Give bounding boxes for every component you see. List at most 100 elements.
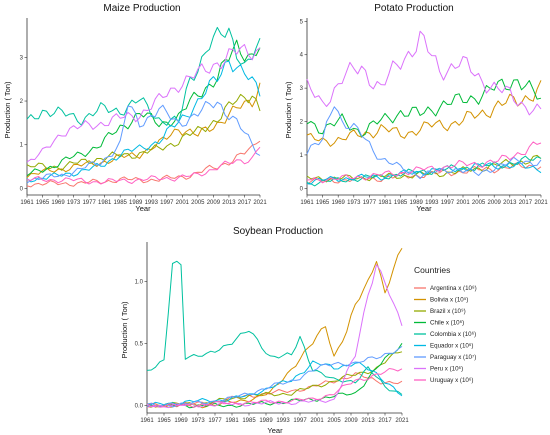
x-tick-label: 1973 [347,200,361,206]
legend-label: Bolivia x (10⁵) [430,297,468,304]
x-tick-label: 2017 [519,200,533,206]
x-tick-label: 1981 [378,200,392,206]
x-tick-label: 2017 [378,418,392,424]
panel-1: 1961 1965 1969 1973 1977 1981 1985 1989 1993 1997… [300,18,548,206]
x-tick-label: 1977 [82,200,96,206]
y-tick-label: 5 [300,19,304,25]
series-line-6 [306,106,542,180]
x-tick-label: 2009 [207,200,221,206]
x-tick-label: 1969 [174,418,188,424]
series-line-5 [306,161,542,185]
potato-title: Potato Production [374,3,454,14]
plot-layer: 1961 1965 1969 1973 1977 1981 1985 1989 1993 1997… [20,18,548,424]
x-tick-label: 1977 [208,418,222,424]
legend-label: Brazil x (10⁹) [430,308,466,315]
x-tick-label: 1981 [225,418,239,424]
y-tick-label: 3 [300,86,304,92]
x-tick-label: 1993 [145,200,159,206]
series-line-2 [146,351,403,408]
series-line-7 [306,30,542,116]
legend-title: Countries [414,265,450,275]
legend-label: Paraguay x (10⁷) [430,354,476,361]
x-tick-label: 1961 [140,418,154,424]
x-tick-label: 1997 [160,200,174,206]
x-tick-label: 2001 [310,418,324,424]
legend-label: Chile x (10⁶) [430,320,464,327]
soybean-title: Soybean Production [233,226,323,237]
series-line-1 [26,82,261,179]
y-tick-label: 3 [20,55,24,61]
x-tick-label: 2005 [191,200,205,206]
potato-xlabel: Year [416,204,432,213]
maize-xlabel: Year [135,204,151,213]
x-tick-label: 2009 [344,418,358,424]
legend-label: Peru x (10⁶) [430,366,463,373]
panel-0: 1961 1965 1969 1973 1977 1981 1985 1989 1993 1997… [20,18,267,206]
x-tick-label: 2021 [395,418,409,424]
x-tick-label: 1973 [67,200,81,206]
potato-ylabel: Production ( Ton) [284,81,293,138]
x-tick-label: 2005 [327,418,341,424]
x-tick-label: 1993 [276,418,290,424]
series-line-8 [146,368,403,408]
maize-ylabel: Production ( Ton) [3,81,12,138]
soybean-xlabel: Year [267,426,283,435]
soybean-ylabel: Production ( Ton) [120,301,129,358]
x-tick-label: 1993 [425,200,439,206]
x-tick-label: 1989 [129,200,143,206]
series-line-8 [26,146,261,185]
y-tick-label: 1 [300,153,304,159]
x-tick-label: 1965 [316,200,330,206]
legend-label: Argentina x (10⁸) [430,285,477,292]
legend-label: Uruguay x (10⁶) [430,377,473,384]
x-tick-label: 2013 [222,200,236,206]
x-tick-label: 1997 [293,418,307,424]
x-tick-label: 2001 [456,200,470,206]
y-tick-label: 0.5 [135,342,144,348]
x-tick-label: 2021 [253,200,267,206]
y-tick-label: 1 [20,143,24,149]
x-tick-label: 1961 [20,200,34,206]
x-tick-label: 2021 [534,200,548,206]
x-tick-label: 1989 [259,418,273,424]
series-line-4 [306,155,542,187]
x-tick-label: 1965 [36,200,50,206]
series-line-6 [26,100,261,184]
x-tick-label: 1981 [98,200,112,206]
series-line-4 [146,260,403,395]
series-line-8 [306,141,542,184]
y-tick-label: 4 [300,53,304,59]
x-tick-label: 1989 [410,200,424,206]
legend-label: Equador x (10⁶) [430,343,473,350]
series-line-4 [26,26,261,126]
series-line-3 [26,39,261,177]
y-tick-label: 0 [300,186,304,192]
series-line-7 [26,44,261,163]
x-tick-label: 1985 [394,200,408,206]
x-tick-label: 1985 [242,418,256,424]
x-tick-label: 2013 [361,418,375,424]
x-tick-label: 2013 [503,200,517,206]
x-tick-label: 1969 [332,200,346,206]
y-tick-label: 2 [300,120,304,126]
panel-2: 1961 1965 1969 1973 1977 1981 1985 1989 1993 1997… [135,242,409,424]
legend-label: Colombia x (10⁶) [430,331,476,338]
x-tick-label: 2001 [176,200,190,206]
x-tick-label: 2017 [238,200,252,206]
y-tick-label: 0.0 [135,404,144,410]
series-line-5 [26,60,261,183]
x-tick-label: 1977 [363,200,377,206]
x-tick-label: 1997 [441,200,455,206]
series-line-3 [306,78,542,138]
x-tick-label: 1969 [51,200,65,206]
legend: Argentina x (10⁸) Bolivia x (10⁵) Brazil x… [414,285,477,384]
maize-title: Maize Production [103,3,180,14]
x-tick-label: 1961 [300,200,314,206]
x-tick-label: 2009 [488,200,502,206]
series-line-1 [146,247,403,409]
x-tick-label: 1973 [191,418,205,424]
y-tick-label: 2 [20,99,24,105]
x-tick-label: 1985 [114,200,128,206]
y-tick-label: 1.0 [135,280,144,286]
